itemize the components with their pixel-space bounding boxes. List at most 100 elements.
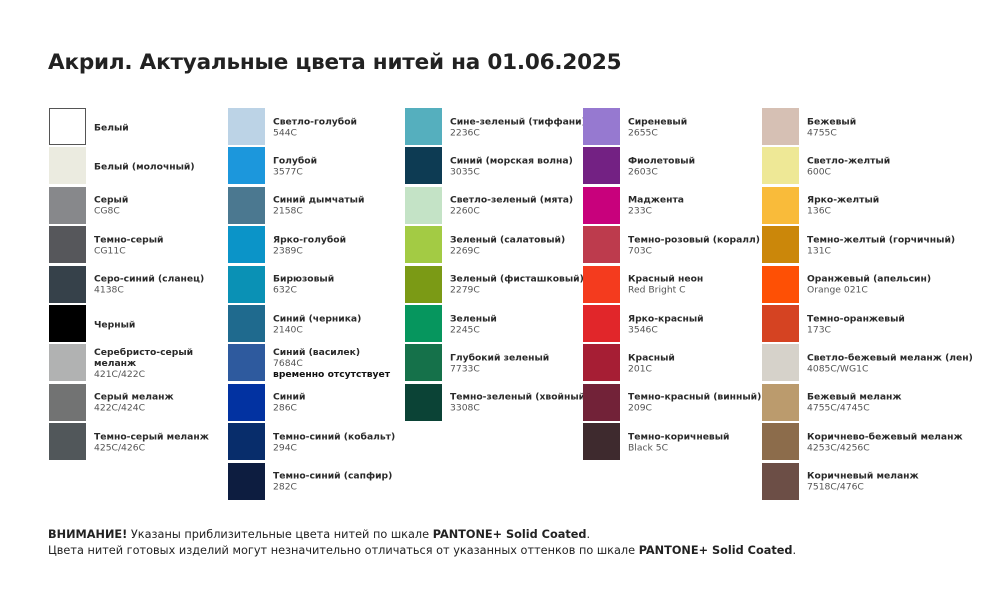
footer-end-1: . bbox=[586, 528, 591, 541]
color-name: Зеленый bbox=[450, 313, 497, 325]
color-swatch bbox=[49, 344, 86, 382]
color-item: Оранжевый (апельсин) Orange 021C bbox=[762, 265, 962, 305]
color-swatch bbox=[583, 383, 620, 421]
pantone-code: 425C/426C bbox=[94, 442, 145, 454]
color-name: Серо-синий (сланец) bbox=[94, 273, 205, 285]
color-item: Синий (морская волна) 3035C bbox=[405, 147, 605, 186]
color-label: Светло-голубой 544C bbox=[273, 116, 357, 138]
pantone-code: 421C/422C bbox=[94, 368, 145, 380]
color-swatch bbox=[762, 265, 799, 303]
color-swatch bbox=[49, 383, 86, 421]
color-label: Фиолетовый 2603C bbox=[628, 156, 695, 178]
color-label: Зеленый (фисташковый) 2279C bbox=[450, 274, 584, 296]
color-name: Белый (молочный) bbox=[94, 161, 195, 173]
color-label: Бежевый меланж 4755C/4745C bbox=[807, 392, 902, 414]
color-label: Красный неон Red Bright C bbox=[628, 274, 703, 296]
color-swatch bbox=[405, 383, 442, 421]
color-swatch bbox=[762, 108, 799, 145]
color-item: Красный 201C bbox=[583, 344, 783, 383]
color-label: Маджента 233C bbox=[628, 195, 684, 217]
color-label: Ярко-голубой 2389C bbox=[273, 234, 346, 256]
color-item: Глубокий зеленый 7733C bbox=[405, 344, 605, 383]
color-label: Серый CG8C bbox=[94, 195, 128, 217]
color-column: Сине-зеленый (тиффани) 2236C Синий (морска… bbox=[405, 108, 605, 423]
color-item: Белый (молочный) bbox=[49, 147, 249, 186]
color-swatch bbox=[49, 147, 86, 185]
color-name: Темно-красный (винный) bbox=[628, 391, 762, 403]
color-name: Голубой bbox=[273, 155, 318, 167]
color-swatch bbox=[49, 304, 86, 342]
pantone-code: 4138C bbox=[94, 284, 124, 296]
pantone-code: 2279C bbox=[450, 284, 480, 296]
color-name: Синий (черника) bbox=[273, 313, 362, 325]
color-label: Серо-синий (сланец) 4138C bbox=[94, 274, 204, 296]
color-label: Голубой 3577C bbox=[273, 156, 317, 178]
color-swatch bbox=[228, 265, 265, 303]
color-item: Серебристо-серый меланж 421C/422C bbox=[49, 344, 249, 383]
color-item: Серый меланж 422C/424C bbox=[49, 383, 249, 423]
color-swatch bbox=[228, 383, 265, 421]
color-swatch bbox=[49, 423, 86, 461]
color-item: Синий (черника) 2140C bbox=[228, 304, 428, 344]
color-item: Фиолетовый 2603C bbox=[583, 147, 783, 186]
color-swatch bbox=[762, 462, 799, 500]
color-label: Коричневый меланж 7518C/476C bbox=[807, 471, 919, 493]
pantone-code: 7518C/476C bbox=[807, 481, 864, 493]
pantone-code: 294C bbox=[273, 442, 297, 454]
color-swatch bbox=[228, 344, 265, 382]
color-item: Маджента 233C bbox=[583, 186, 783, 226]
pantone-code: 2140C bbox=[273, 324, 303, 336]
color-name: Глубокий зеленый bbox=[450, 352, 550, 364]
color-name: Темно-желтый (горчичный) bbox=[807, 234, 956, 246]
color-item: Темно-зеленый (хвойный) 3308C bbox=[405, 383, 605, 423]
pantone-code: 7684C bbox=[273, 357, 303, 369]
color-name: Красный неон bbox=[628, 273, 704, 285]
pantone-code: 209C bbox=[628, 402, 652, 414]
color-swatch bbox=[49, 186, 86, 224]
color-swatch bbox=[228, 226, 265, 264]
pantone-code: Black 5C bbox=[628, 442, 669, 454]
pantone-label: PANTONE+ Solid Coated bbox=[432, 528, 587, 541]
color-item: Темно-синий (кобальт) 294C bbox=[228, 423, 428, 462]
color-name: Темно-коричневый bbox=[628, 431, 730, 443]
pantone-code: 2245C bbox=[450, 324, 480, 336]
color-name: Серебристо-серый меланж bbox=[94, 346, 194, 369]
color-swatch bbox=[762, 147, 799, 185]
color-name: Бежевый меланж bbox=[807, 391, 902, 403]
color-name: Темно-серый меланж bbox=[94, 431, 209, 443]
color-label: Темно-желтый (горчичный) 131C bbox=[807, 234, 955, 256]
color-column: Белый Белый (молочный) Серый CG8C Темно-серы… bbox=[49, 108, 249, 463]
color-name: Зеленый (салатовый) bbox=[450, 234, 566, 246]
pantone-code: 4253C/4256C bbox=[807, 442, 870, 454]
color-item: Светло-бежевый меланж (лен) 4085C/WG1C bbox=[762, 344, 973, 383]
color-name: Ярко-желтый bbox=[807, 195, 880, 207]
color-name: Оранжевый (апельсин) bbox=[807, 273, 932, 285]
color-label: Темно-синий (кобальт) 294C bbox=[273, 431, 395, 453]
color-name: Бирюзовый bbox=[273, 273, 335, 285]
pantone-code: CG11C bbox=[94, 245, 126, 257]
pantone-code: 3035C bbox=[450, 166, 480, 178]
color-label: Зеленый 2245C bbox=[450, 313, 497, 335]
color-item: Сиреневый 2655C bbox=[583, 108, 783, 147]
color-name: Темно-зеленый (хвойный) bbox=[450, 391, 590, 403]
color-label: Красный 201C bbox=[628, 353, 675, 375]
footer-note: ВНИМАНИЕ! Указаны приблизительные цвета … bbox=[48, 527, 796, 559]
availability-note: временно отсутствует bbox=[273, 368, 391, 380]
color-item: Бежевый 4755C bbox=[762, 108, 962, 147]
color-label: Ярко-красный 3546C bbox=[628, 313, 704, 335]
color-swatch bbox=[762, 226, 799, 264]
color-swatch bbox=[228, 423, 265, 461]
color-swatch bbox=[762, 304, 799, 342]
color-label: Темно-розовый (коралл) 703C bbox=[628, 234, 760, 256]
page-title: Акрил. Актуальные цвета нитей на 01.06.2… bbox=[48, 50, 622, 75]
color-item: Темно-красный (винный) 209C bbox=[583, 383, 783, 423]
color-label: Синий дымчатый 2158C bbox=[273, 195, 364, 217]
color-item: Темно-оранжевый 173C bbox=[762, 304, 962, 344]
pantone-code: 286C bbox=[273, 402, 297, 414]
color-swatch bbox=[405, 265, 442, 303]
color-swatch bbox=[228, 186, 265, 224]
color-item: Темно-синий (сапфир) 282C bbox=[228, 462, 428, 502]
pantone-code: 422C/424C bbox=[94, 402, 145, 414]
color-swatch bbox=[583, 226, 620, 264]
color-label: Светло-желтый 600C bbox=[807, 156, 890, 178]
